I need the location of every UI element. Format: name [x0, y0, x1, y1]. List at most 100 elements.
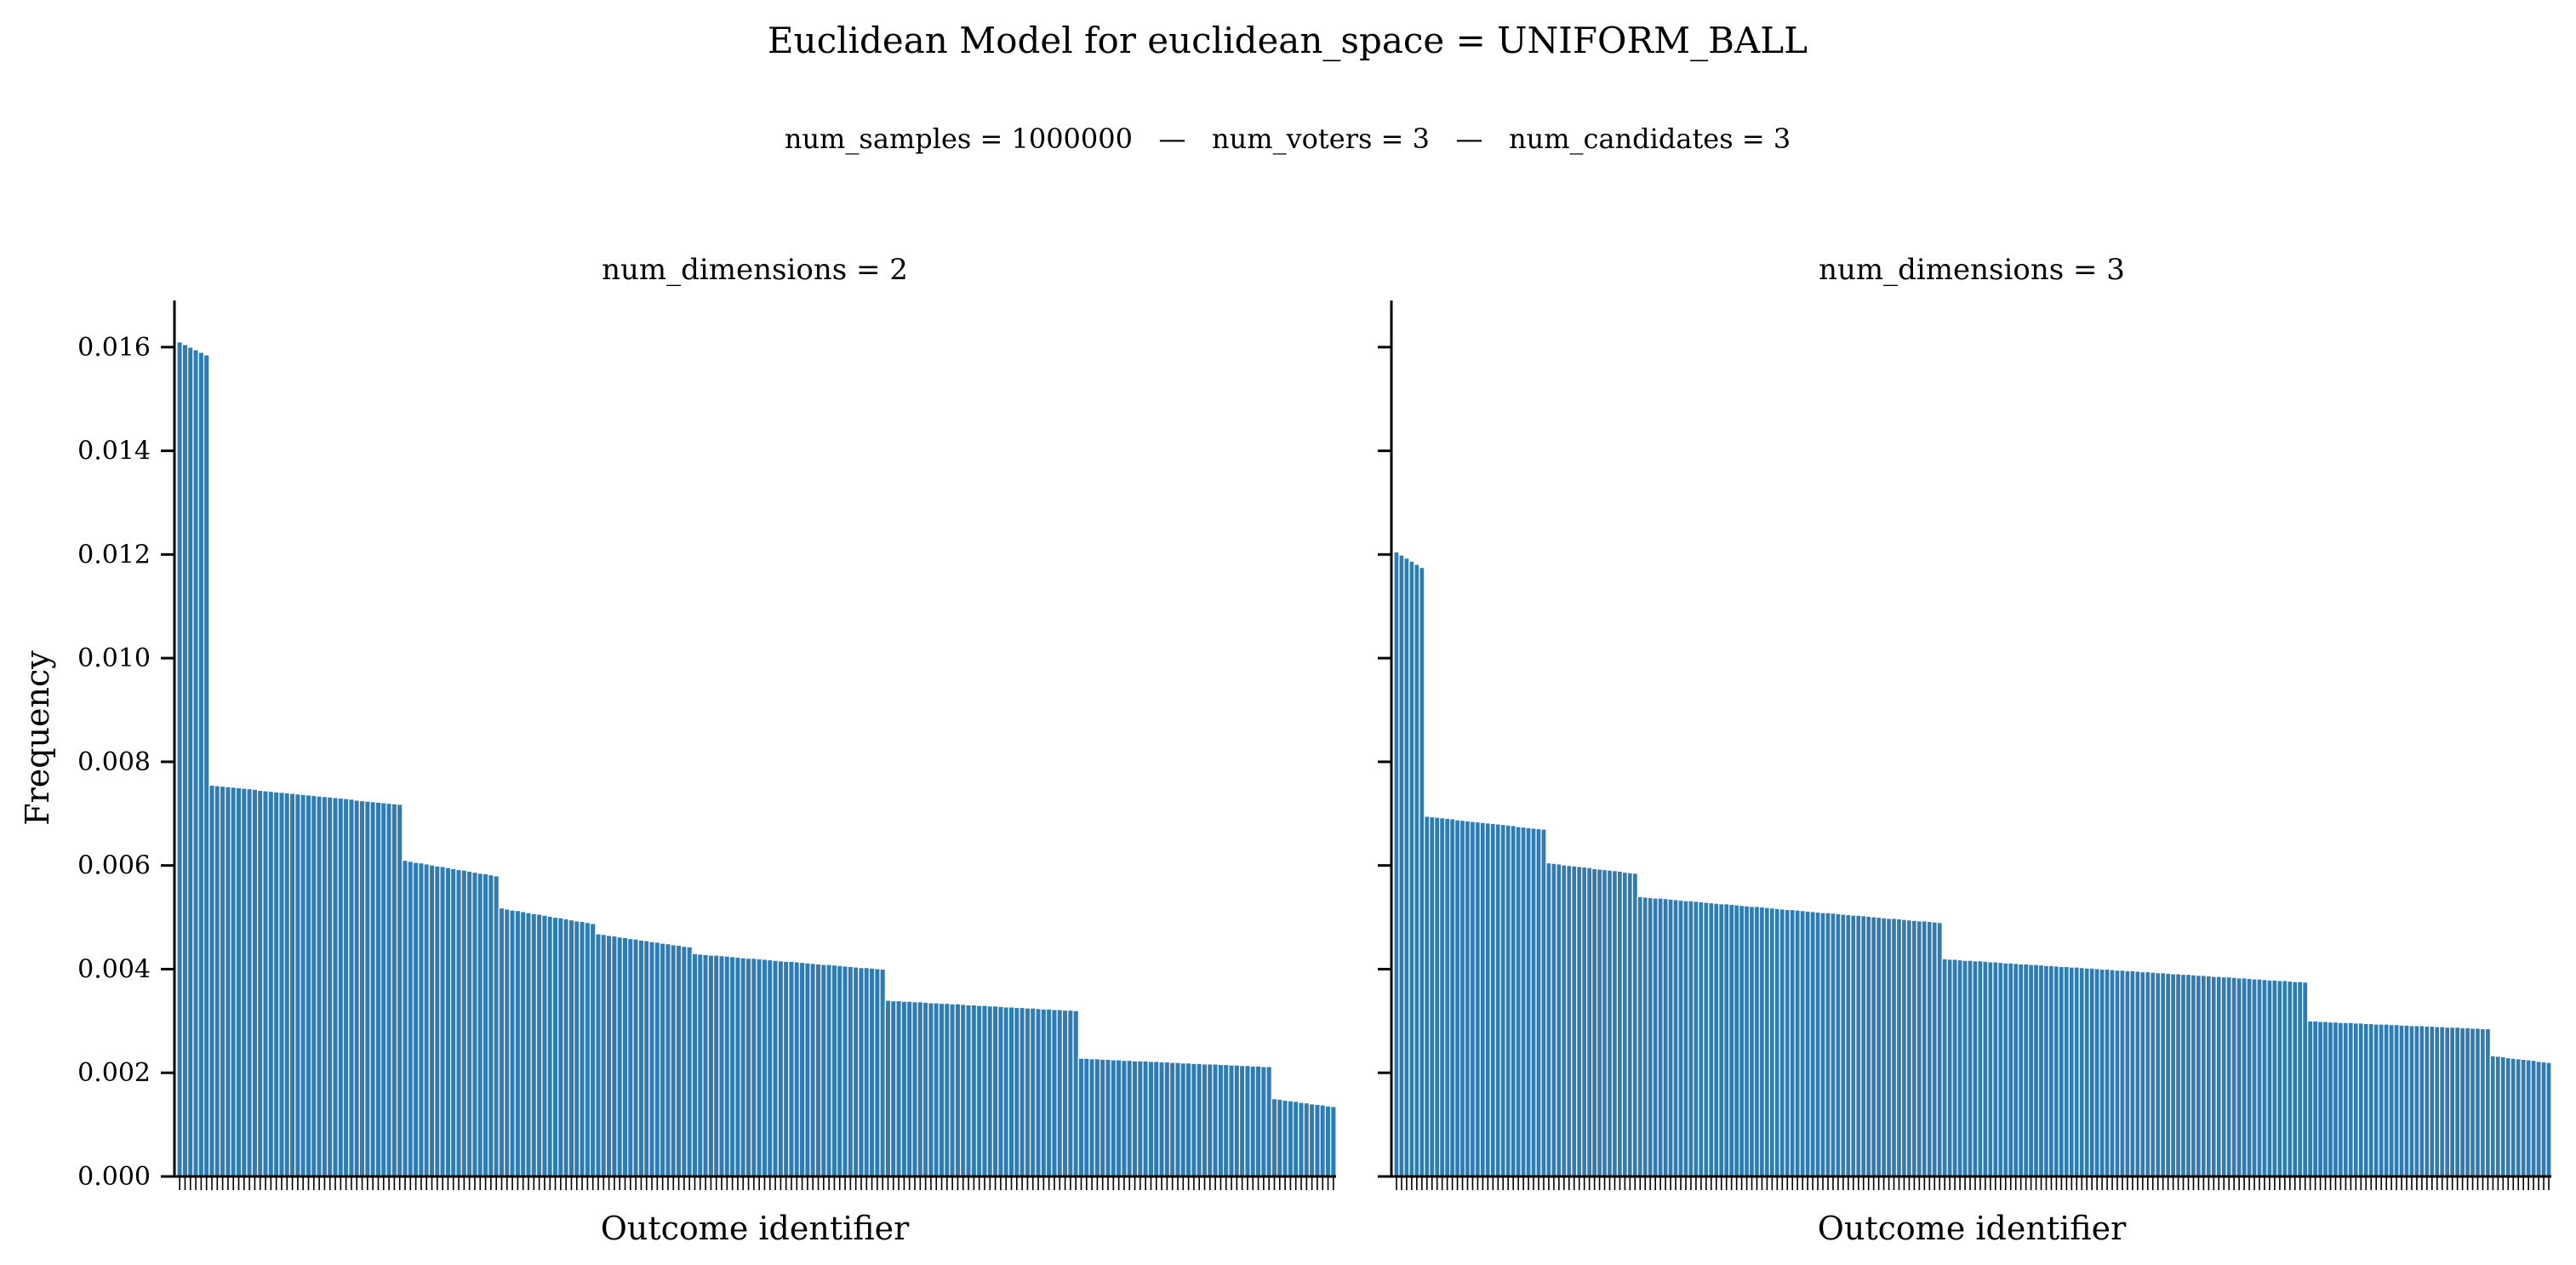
bar: [1535, 827, 1542, 1177]
bar: [814, 963, 822, 1177]
bar: [1228, 1064, 1235, 1177]
bar: [294, 793, 301, 1177]
bar: [2220, 976, 2227, 1177]
bar: [2484, 1027, 2492, 1177]
bar: [627, 937, 634, 1177]
bar: [444, 867, 452, 1177]
bar: [1212, 1063, 1219, 1177]
bar: [1743, 905, 1751, 1177]
bar: [825, 964, 832, 1177]
bar: [2465, 1027, 2471, 1177]
bar: [208, 784, 215, 1177]
bar: [530, 913, 538, 1177]
bar: [2230, 976, 2237, 1177]
bar: [2048, 964, 2055, 1177]
bar: [380, 802, 387, 1177]
bar: [1196, 1062, 1202, 1177]
bar: [1126, 1060, 1133, 1177]
bar: [1561, 864, 1568, 1177]
bar: [1191, 1062, 1197, 1177]
y-tick-label: 0.006: [77, 851, 151, 881]
bar: [2357, 1022, 2364, 1177]
bar: [332, 797, 339, 1177]
bar: [1835, 913, 1842, 1177]
y-tick-label: 0.014: [77, 437, 151, 467]
bar: [1647, 896, 1654, 1177]
bar: [2454, 1027, 2461, 1177]
bar: [1642, 896, 1648, 1177]
bar: [1424, 816, 1431, 1177]
bar: [2179, 973, 2187, 1177]
bar: [2002, 962, 2009, 1177]
bar: [1768, 907, 1775, 1177]
bar: [1040, 1008, 1048, 1177]
bar: [1515, 826, 1522, 1177]
bar: [1890, 918, 1898, 1177]
bar: [1987, 961, 1994, 1177]
bar: [2114, 970, 2121, 1177]
bar: [514, 910, 522, 1177]
bar: [214, 785, 221, 1177]
y-tick-label: 0.004: [77, 954, 151, 984]
bar: [1282, 1099, 1288, 1177]
bar: [386, 803, 392, 1177]
bar: [1147, 1061, 1155, 1177]
bar: [2297, 981, 2304, 1177]
bar: [1571, 865, 1578, 1177]
bar: [2165, 972, 2172, 1177]
bar: [1916, 920, 1922, 1177]
bar: [1014, 1006, 1020, 1177]
bar: [965, 1004, 972, 1177]
bar: [1779, 908, 1785, 1177]
bar: [665, 943, 671, 1177]
bar: [1895, 918, 1903, 1177]
bar: [1672, 899, 1679, 1177]
bar: [203, 354, 210, 1177]
bar: [2545, 1062, 2552, 1177]
x-axis-label: Outcome identifier: [1818, 1210, 2127, 1247]
bar: [1319, 1104, 1326, 1177]
bar: [1174, 1062, 1181, 1177]
bar: [1982, 960, 1989, 1177]
bar: [267, 791, 275, 1177]
bar: [1439, 817, 1446, 1177]
bar: [793, 961, 801, 1177]
bar: [1606, 869, 1614, 1177]
bar: [1576, 866, 1583, 1177]
bar: [751, 958, 757, 1177]
bar: [2494, 1056, 2501, 1177]
bar: [1789, 908, 1796, 1177]
bar: [2419, 1025, 2425, 1177]
bar: [2236, 977, 2242, 1177]
bar: [283, 792, 291, 1177]
bar: [353, 799, 360, 1177]
bar: [928, 1002, 934, 1177]
bar: [2124, 970, 2131, 1177]
bar: [1636, 896, 1643, 1177]
bar: [1718, 903, 1725, 1177]
bar: [1682, 900, 1689, 1177]
bar: [1105, 1058, 1111, 1177]
bar: [2104, 968, 2110, 1177]
bar: [412, 861, 420, 1177]
bar: [2535, 1061, 2542, 1177]
bar: [917, 1001, 924, 1177]
bar: [358, 799, 366, 1177]
bar: [1510, 825, 1516, 1177]
x-tick-marks: [179, 1176, 1334, 1190]
bar: [391, 803, 398, 1177]
bar: [2063, 965, 2070, 1177]
bar: [1330, 1106, 1337, 1177]
bar: [1029, 1007, 1037, 1177]
bar: [1474, 821, 1481, 1177]
bar: [1024, 1007, 1031, 1177]
bar: [2362, 1022, 2369, 1177]
bar: [423, 863, 430, 1177]
bar: [546, 915, 553, 1177]
bar: [895, 999, 902, 1177]
bar: [1626, 872, 1633, 1177]
bar: [1469, 821, 1476, 1177]
bar: [1662, 898, 1669, 1177]
bar: [1408, 560, 1415, 1177]
bar: [879, 968, 886, 1177]
